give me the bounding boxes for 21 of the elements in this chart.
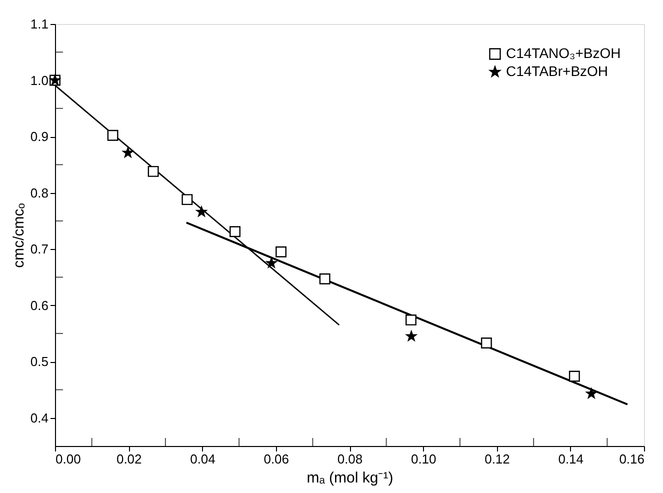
legend-label: C14TANO₃+BzOH xyxy=(506,45,621,61)
x-axis-title: mₐ (mol kg⁻¹) xyxy=(306,470,394,486)
x-tick-label: 0.16 xyxy=(619,452,644,466)
x-tick-label: 0.00 xyxy=(56,452,81,466)
y-tick-label: 0.6 xyxy=(30,298,48,313)
x-tick-label: 0.08 xyxy=(337,452,363,466)
y-tick-label: 0.4 xyxy=(30,410,48,426)
y-tick-label: 1.1 xyxy=(30,16,48,32)
x-tick-label: 0.02 xyxy=(116,452,142,466)
y-tick-label: 0.7 xyxy=(30,242,48,257)
x-tick-label: 0.04 xyxy=(190,452,216,466)
y-tick-label: 1.0 xyxy=(30,72,48,88)
y-tick-label: 0.9 xyxy=(30,129,48,144)
x-tick-label: 0.06 xyxy=(264,452,290,466)
x-tick-label: 0.12 xyxy=(484,452,510,466)
y-tick-label: 0.8 xyxy=(30,185,48,200)
y-axis-title: cmc/cmcₒ xyxy=(10,202,28,268)
y-tick-label: 0.5 xyxy=(30,354,48,370)
x-tick-label: 0.14 xyxy=(558,452,584,466)
legend-label: C14TABr+BzOH xyxy=(506,63,608,79)
x-tick-label: 0.10 xyxy=(410,452,436,466)
